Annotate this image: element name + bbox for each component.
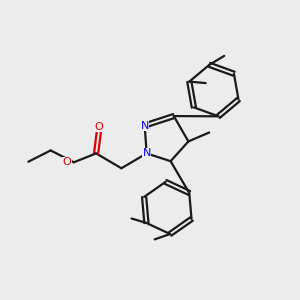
Text: O: O xyxy=(63,157,71,167)
Text: N: N xyxy=(140,121,149,130)
Text: O: O xyxy=(95,122,103,132)
Text: N: N xyxy=(142,148,151,158)
